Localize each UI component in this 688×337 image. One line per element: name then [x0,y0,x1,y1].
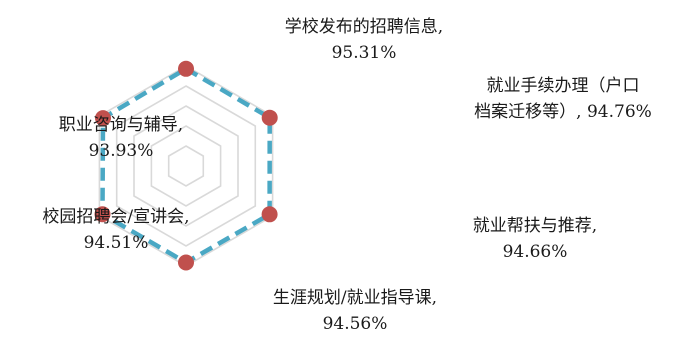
data-point-1 [178,60,194,77]
data-point-4 [178,254,194,271]
axis-label-3-line-2: 94.66% [503,242,568,262]
axis-label-3: 就业帮扶与推荐, 94.66% [473,216,597,262]
axis-label-1: 学校发布的招聘信息, 95.31% [285,17,443,63]
axis-label-2-line-1: 就业手续办理（户口 [487,76,640,96]
axis-label-5: 校园招聘会/宣讲会, 94.51% [42,207,189,253]
axis-label-4: 生涯规划/就业指导课, 94.56% [273,288,437,334]
data-point-3 [261,206,278,223]
axis-label-4-line-2: 94.56% [323,314,388,334]
axis-label-1-line-2: 95.31% [332,43,397,63]
axis-label-3-line-1: 就业帮扶与推荐, [473,216,597,236]
axis-label-1-line-1: 学校发布的招聘信息, [285,17,443,37]
axis-label-4-line-1: 生涯规划/就业指导课, [273,288,437,308]
axis-label-5-line-2: 94.51% [84,233,149,253]
data-point-2 [261,109,278,126]
radar-series [94,60,278,271]
grid-ring-4 [115,85,257,247]
axis-label-2: 就业手续办理（户口档案迁移等）, 94.76% [474,76,652,122]
grid-ring-2 [150,125,222,207]
axis-label-2-line-2: 档案迁移等）, 94.76% [474,102,652,122]
axis-label-6-line-1: 职业咨询与辅导, [59,115,183,135]
data-point-5 [94,206,111,223]
axis-labels: 学校发布的招聘信息, 95.31%就业手续办理（户口档案迁移等）, 94.76%就… [42,17,651,334]
data-point-6 [95,110,111,127]
axis-label-5-line-1: 校园招聘会/宣讲会, [42,207,189,227]
axis-label-6: 职业咨询与辅导, 93.93% [59,115,183,161]
grid-ring-3 [133,105,239,227]
axis-label-6-line-2: 93.93% [89,141,154,161]
grid-ring-1 [167,145,205,187]
